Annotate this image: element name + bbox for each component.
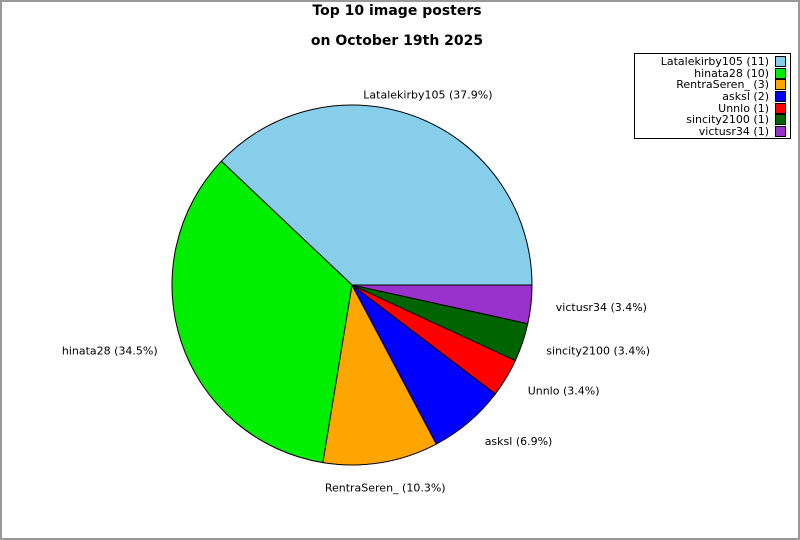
legend-item-label: Unnlo (1)	[718, 101, 769, 115]
slice-label-victusr34: victusr34 (3.4%)	[556, 301, 647, 314]
legend-item-RentraSeren_: RentraSeren_ (3)	[637, 79, 786, 91]
legend-item-label: sincity2100 (1)	[686, 113, 769, 127]
pie-slice-RentraSeren_	[322, 283, 437, 466]
chart-title-line2: on October 19th 2025	[310, 33, 484, 49]
legend-item-Unnlo: Unnlo (1)	[637, 102, 786, 114]
legend-item-label: asksl (2)	[722, 90, 769, 104]
legend-color-swatch	[775, 56, 786, 68]
legend-item-Latalekirby105: Latalekirby105 (11)	[637, 56, 786, 68]
slice-label-RentraSeren_: RentraSeren_ (10.3%)	[325, 481, 446, 494]
legend-item-victusr34: victusr34 (1)	[637, 124, 786, 138]
legend-item-sincity2100: sincity2100 (1)	[637, 114, 786, 126]
slice-label-asksl: asksl (6.9%)	[485, 435, 553, 448]
chart-title: Top 10 image posters on October 19th 202…	[0, 4, 794, 49]
slice-label-sincity2100: sincity2100 (3.4%)	[546, 345, 650, 358]
pie-slice-victusr34	[351, 284, 533, 325]
legend-item-label: hinata28 (10)	[694, 66, 769, 80]
pie-slice-hinata28	[171, 160, 353, 464]
legend-color-swatch	[775, 114, 786, 126]
legend-color-swatch	[775, 102, 786, 114]
legend-item-label: RentraSeren_ (3)	[676, 78, 769, 92]
legend-rows: Latalekirby105 (11) hinata28 (10) RentraSe…	[637, 56, 786, 137]
legend-color-swatch	[775, 125, 786, 137]
legend: Latalekirby105 (11) hinata28 (10) RentraSe…	[634, 53, 791, 139]
legend-item-label: Latalekirby105 (11)	[660, 55, 769, 69]
legend-color-swatch	[775, 79, 786, 91]
legend-item-asksl: asksl (2)	[637, 91, 786, 103]
pie-slice-Latalekirby105	[220, 104, 533, 286]
slice-label-Latalekirby105: Latalekirby105 (37.9%)	[363, 89, 492, 102]
slice-label-Unnlo: Unnlo (3.4%)	[528, 385, 600, 398]
chart-title-line1: Top 10 image posters	[312, 3, 482, 19]
legend-item-label: victusr34 (1)	[698, 124, 769, 138]
legend-color-swatch	[775, 67, 786, 79]
legend-color-swatch	[775, 91, 786, 103]
legend-item-hinata28: hinata28 (10)	[637, 66, 786, 80]
slice-label-hinata28: hinata28 (34.5%)	[62, 345, 158, 358]
